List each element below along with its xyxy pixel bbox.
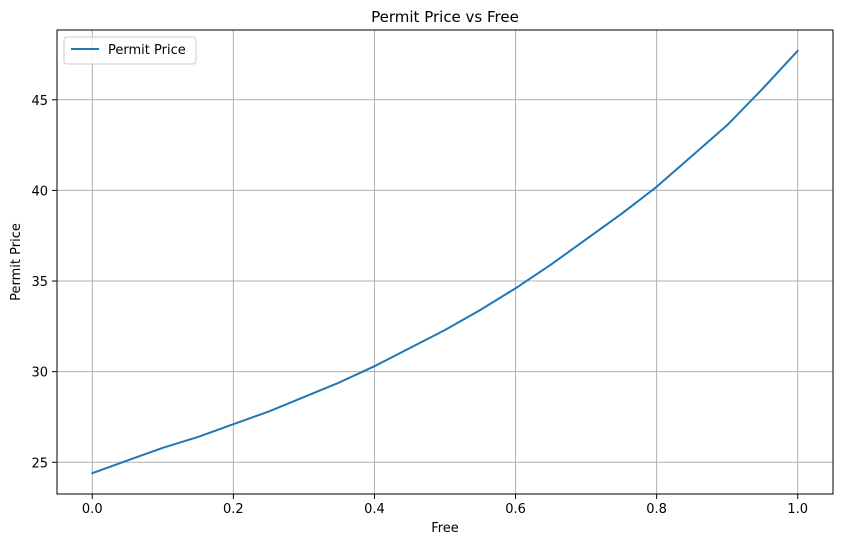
data-point [232, 423, 234, 425]
x-tick-label: 1.0 [787, 502, 808, 517]
y-tick-label: 25 [31, 456, 48, 471]
plot-frame [56, 29, 834, 495]
data-point [268, 411, 270, 413]
data-point [726, 124, 728, 126]
y-tick-label: 45 [31, 94, 48, 109]
data-point [761, 88, 763, 90]
chart-title: Permit Price vs Free [371, 8, 519, 26]
grid-layer [57, 30, 833, 494]
x-axis-label: Free [431, 521, 459, 536]
legend: Permit Price [63, 36, 197, 65]
y-tick-label: 40 [31, 184, 48, 199]
y-tick-label: 35 [31, 275, 48, 290]
series-line-permit-price [91, 49, 799, 475]
data-point [656, 186, 658, 188]
data-point [303, 396, 305, 398]
data-point [444, 329, 446, 331]
data-point [409, 347, 411, 349]
series-layer [91, 49, 799, 475]
data-point [91, 472, 93, 474]
x-tick-label: 0.0 [82, 502, 103, 517]
y-axis-label: Permit Price [9, 223, 24, 301]
data-point [338, 382, 340, 384]
data-point [515, 287, 517, 289]
data-point [550, 264, 552, 266]
x-tick-label: 0.2 [223, 502, 244, 517]
data-point [797, 50, 799, 52]
x-tick-label: 0.6 [505, 502, 526, 517]
data-point [585, 238, 587, 240]
data-point [197, 436, 199, 438]
data-point [162, 447, 164, 449]
data-point [620, 213, 622, 215]
x-tick-label: 0.4 [364, 502, 385, 517]
data-point [691, 155, 693, 157]
y-tick-label: 30 [31, 366, 48, 381]
data-point [373, 365, 375, 367]
data-point [127, 459, 129, 461]
legend-box [63, 36, 197, 65]
x-tick-label: 0.8 [646, 502, 667, 517]
legend-label: Permit Price [108, 43, 186, 58]
data-point [479, 309, 481, 311]
tick-layer: 0.0 0.2 0.4 0.6 0.8 1.0 25 30 35 40 45 [31, 94, 808, 517]
